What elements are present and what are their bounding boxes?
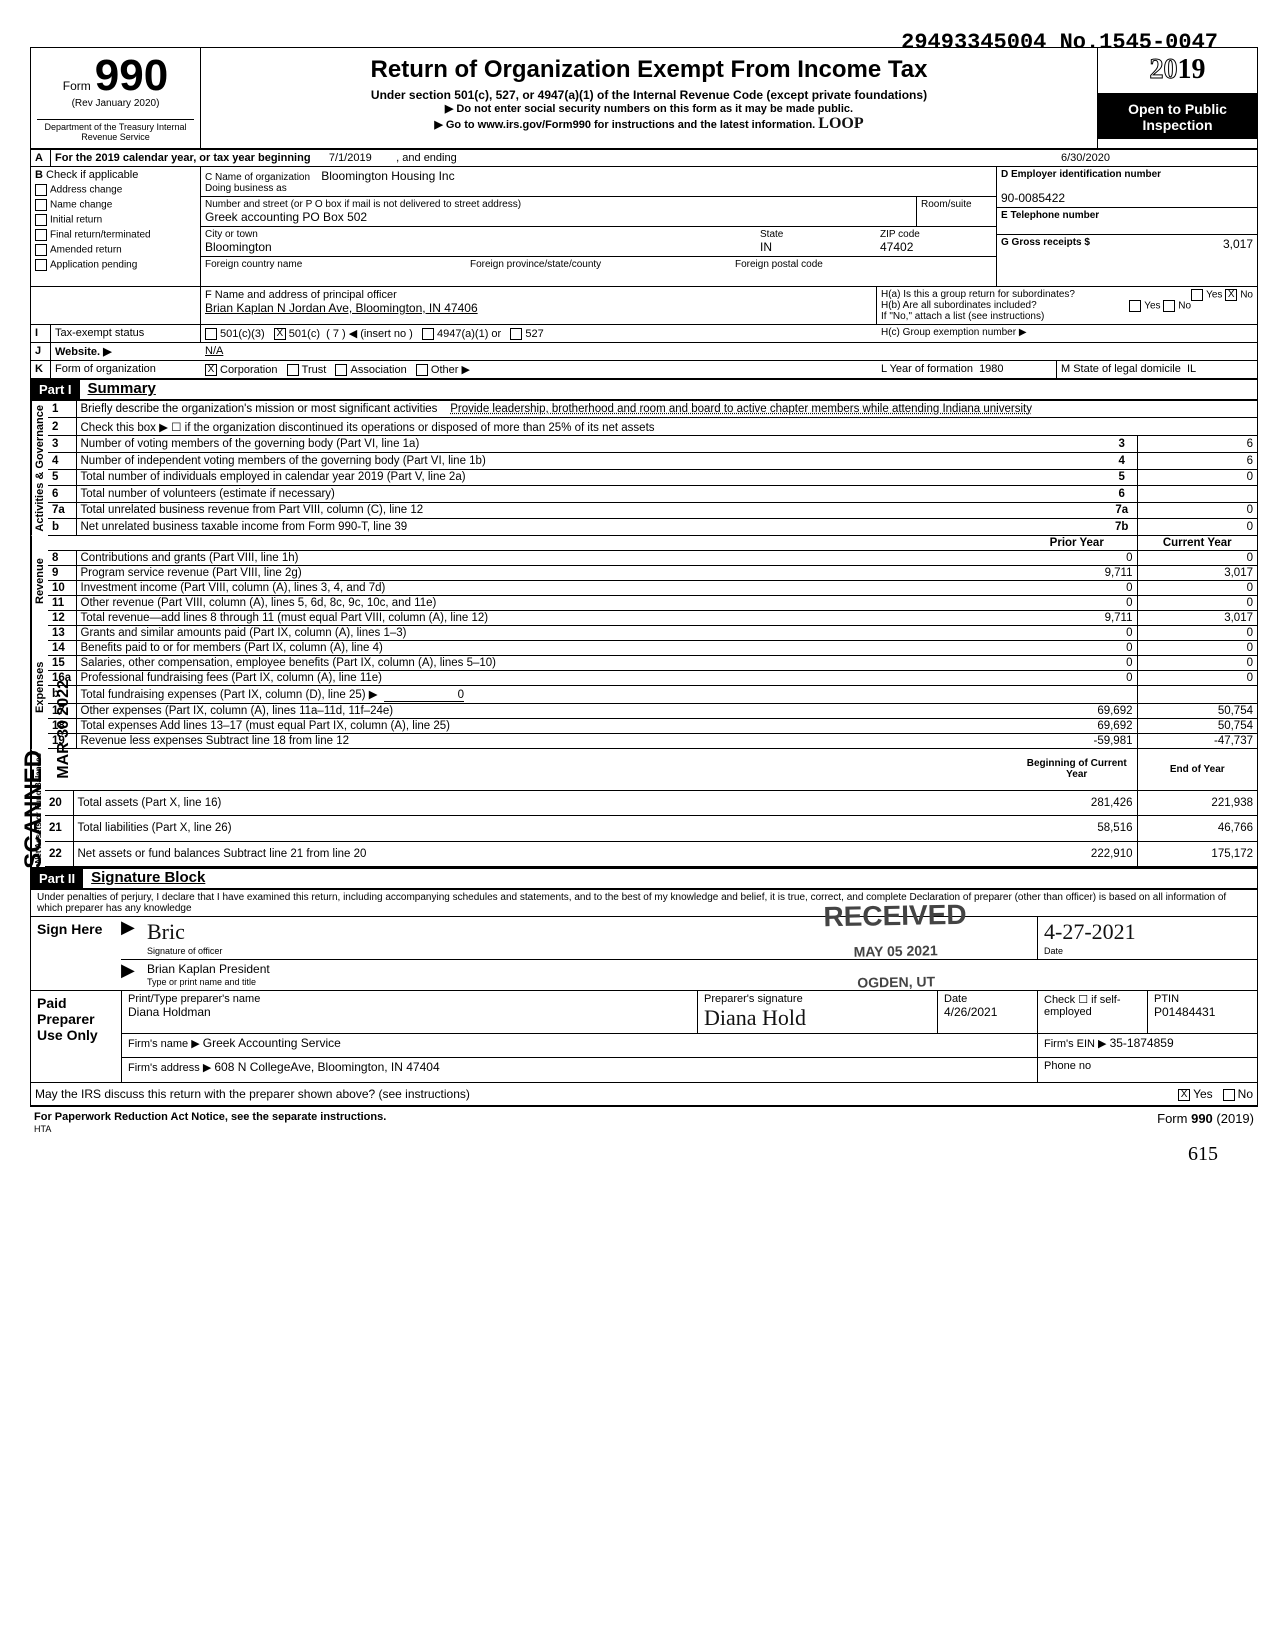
- part-i-header: Part I: [31, 380, 80, 399]
- line-21: 21Total liabilities (Part X, line 26)58,…: [45, 816, 1257, 841]
- paid-preparer-label: Paid Preparer Use Only: [31, 991, 121, 1082]
- line-12: 12Total revenue—add lines 8 through 11 (…: [48, 610, 1257, 625]
- line-19: 19Revenue less expenses Subtract line 18…: [48, 733, 1257, 748]
- line-10: 10Investment income (Part VIII, column (…: [48, 580, 1257, 595]
- footer: For Paperwork Reduction Act Notice, see …: [30, 1107, 1258, 1135]
- header-right: 20201919 Open to Public Inspection: [1097, 48, 1257, 148]
- line-14: 14Benefits paid to or for members (Part …: [48, 640, 1257, 655]
- check-final-return-terminated[interactable]: Final return/terminated: [35, 229, 196, 241]
- net-assets-label: Net Assets or Fund Balances: [31, 749, 45, 867]
- line-16a: 16aProfessional fundraising fees (Part I…: [48, 670, 1257, 685]
- activities-governance-label: Activities & Governance: [31, 401, 48, 536]
- date-stamp: MAR 30 2022: [55, 680, 73, 779]
- line-8: 8Contributions and grants (Part VIII, li…: [48, 550, 1257, 565]
- line-9: 9Program service revenue (Part VIII, lin…: [48, 565, 1257, 580]
- check-initial-return[interactable]: Initial return: [35, 214, 196, 226]
- line-20: 20Total assets (Part X, line 16)281,4262…: [45, 790, 1257, 815]
- check-name-change[interactable]: Name change: [35, 199, 196, 211]
- page-title: Return of Organization Exempt From Incom…: [211, 56, 1087, 84]
- part-ii-header: Part II: [31, 869, 83, 888]
- summary-line-b: bNet unrelated business taxable income f…: [48, 519, 1257, 536]
- check-address-change[interactable]: Address change: [35, 184, 196, 196]
- form-number-box: Form 990 (Rev January 2020) Department o…: [31, 48, 201, 148]
- line-13: 13Grants and similar amounts paid (Part …: [48, 626, 1257, 641]
- header-center: Return of Organization Exempt From Incom…: [201, 48, 1097, 148]
- line-22: 22Net assets or fund balances Subtract l…: [45, 841, 1257, 866]
- check-application-pending[interactable]: Application pending: [35, 259, 196, 271]
- line-18: 18Total expenses Add lines 13–17 (must e…: [48, 718, 1257, 733]
- check-b-column: B Check if applicable Address changeName…: [31, 167, 201, 286]
- sign-here-label: Sign Here: [31, 917, 121, 990]
- line-11: 11Other revenue (Part VIII, column (A), …: [48, 595, 1257, 610]
- line-15: 15Salaries, other compensation, employee…: [48, 655, 1257, 670]
- revenue-label: Revenue: [31, 536, 48, 626]
- dept-text: Department of the Treasury Internal Reve…: [37, 119, 194, 142]
- summary-line-3: 3Number of voting members of the governi…: [48, 436, 1257, 453]
- summary-line-7a: 7aTotal unrelated business revenue from …: [48, 502, 1257, 519]
- line-17: 17Other expenses (Part IX, column (A), l…: [48, 703, 1257, 718]
- hand-page-number: 615: [30, 1143, 1258, 1166]
- line-b: bTotal fundraising expenses (Part IX, co…: [48, 685, 1257, 703]
- expenses-label: Expenses: [31, 626, 48, 749]
- summary-line-6: 6Total number of volunteers (estimate if…: [48, 486, 1257, 503]
- check-amended-return[interactable]: Amended return: [35, 244, 196, 256]
- summary-line-5: 5Total number of individuals employed in…: [48, 469, 1257, 486]
- summary-line-4: 4Number of independent voting members of…: [48, 452, 1257, 469]
